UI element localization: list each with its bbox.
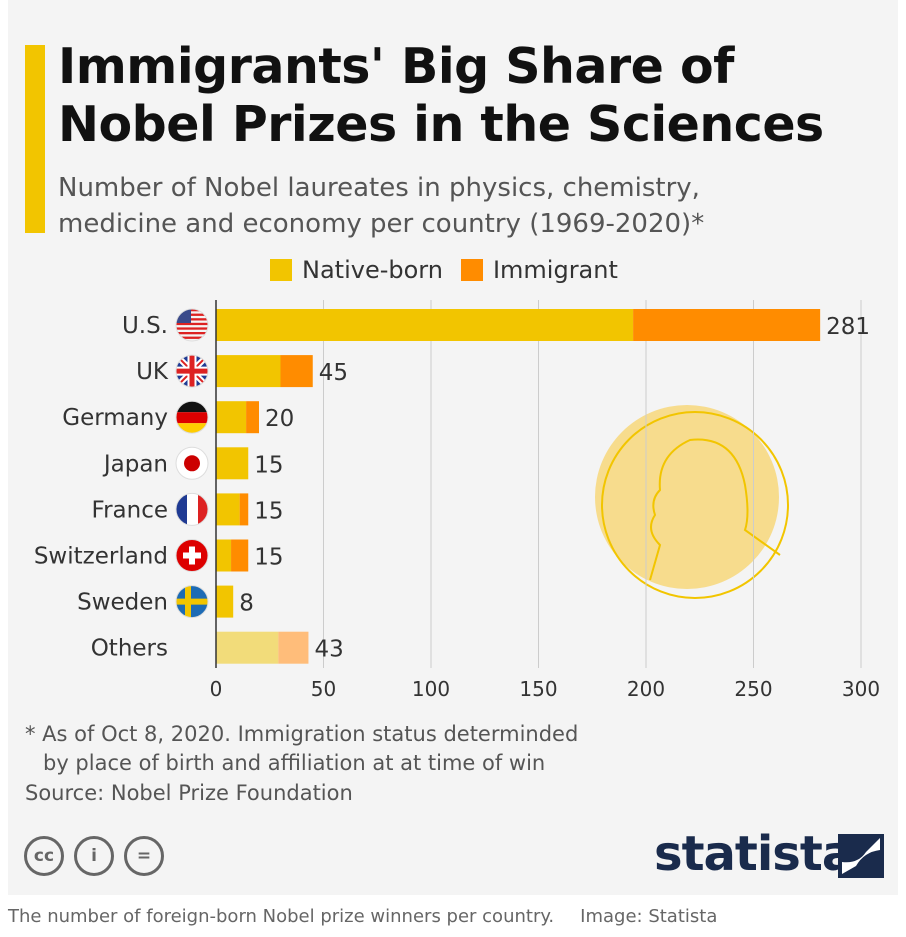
france-flag-icon <box>176 493 208 526</box>
total-label: 8 <box>239 591 254 617</box>
total-label: 20 <box>265 406 294 432</box>
sweden-flag-icon <box>176 585 208 618</box>
source: Source: Nobel Prize Foundation <box>25 781 353 805</box>
bar-native <box>216 355 281 388</box>
total-label: 45 <box>319 360 348 386</box>
legend: Native-born Immigrant <box>270 256 618 284</box>
x-tick-label: 50 <box>311 677 336 701</box>
x-tick-label: 100 <box>412 677 450 701</box>
image-credit: Image: Statista <box>580 906 718 927</box>
subtitle-line: medicine and economy per country (1969-2… <box>58 209 705 239</box>
legend-native: Native-born <box>270 256 443 284</box>
accent-bar <box>25 45 45 233</box>
total-label: 281 <box>826 314 870 340</box>
category-label: Sweden <box>77 590 168 616</box>
noderivs-icon: = <box>124 836 164 876</box>
bar-immigrant <box>633 309 821 341</box>
cc-icon: cc <box>24 836 64 876</box>
chart-title: Immigrants' Big Share of Nobel Prizes in … <box>58 38 824 154</box>
bar-immigrant <box>246 401 259 434</box>
bar-native <box>216 585 234 618</box>
x-tick-label: 300 <box>842 677 880 701</box>
germany-flag-icon <box>176 401 208 434</box>
bar-chart: 0 50 100 150 200 250 300 U.S. 281 UK 45 Germany 20 Ja… <box>34 300 880 701</box>
bar-native <box>216 631 279 664</box>
bar-immigrant <box>239 493 249 526</box>
bar-immigrant <box>280 355 313 388</box>
bar-immigrant <box>278 631 309 664</box>
legend-immigrant: Immigrant <box>460 256 618 284</box>
total-label: 15 <box>254 452 283 478</box>
attribution-icon: i <box>74 836 114 876</box>
category-label: Japan <box>102 451 168 477</box>
footnote: * As of Oct 8, 2020. Immigration status … <box>25 722 579 775</box>
category-label: Germany <box>62 405 168 431</box>
nobel-medal-icon <box>595 405 789 599</box>
statista-logo-mark-icon <box>838 834 884 878</box>
x-tick-label: 200 <box>627 677 665 701</box>
total-label: 43 <box>314 637 343 663</box>
bar-native <box>216 309 634 341</box>
bar-native <box>216 447 249 480</box>
bar-immigrant <box>231 539 249 572</box>
uk-flag-icon <box>176 355 208 388</box>
image-caption: The number of foreign-born Nobel prize w… <box>8 906 718 927</box>
title-line: Nobel Prizes in the Sciences <box>58 96 824 153</box>
x-tick-label: 0 <box>210 677 223 701</box>
switzerland-flag-icon <box>176 539 208 572</box>
category-label: Others <box>91 636 168 662</box>
bar-native <box>216 401 247 434</box>
license-icons: cc i = <box>24 836 164 876</box>
chart-subtitle: Number of Nobel laureates in physics, ch… <box>58 170 704 242</box>
subtitle-line: Number of Nobel laureates in physics, ch… <box>58 173 700 203</box>
bar-native <box>216 493 240 526</box>
category-label: UK <box>136 359 169 385</box>
total-label: 15 <box>254 498 283 524</box>
category-label: Switzerland <box>34 544 168 570</box>
total-label: 15 <box>254 545 283 571</box>
category-label: France <box>92 497 168 523</box>
statista-logo: statista <box>654 826 854 882</box>
japan-flag-icon <box>176 447 208 480</box>
x-tick-label: 250 <box>734 677 772 701</box>
title-line: Immigrants' Big Share of <box>58 38 734 95</box>
category-label: U.S. <box>122 313 168 339</box>
x-tick-label: 150 <box>519 677 557 701</box>
bar-native <box>216 539 232 572</box>
